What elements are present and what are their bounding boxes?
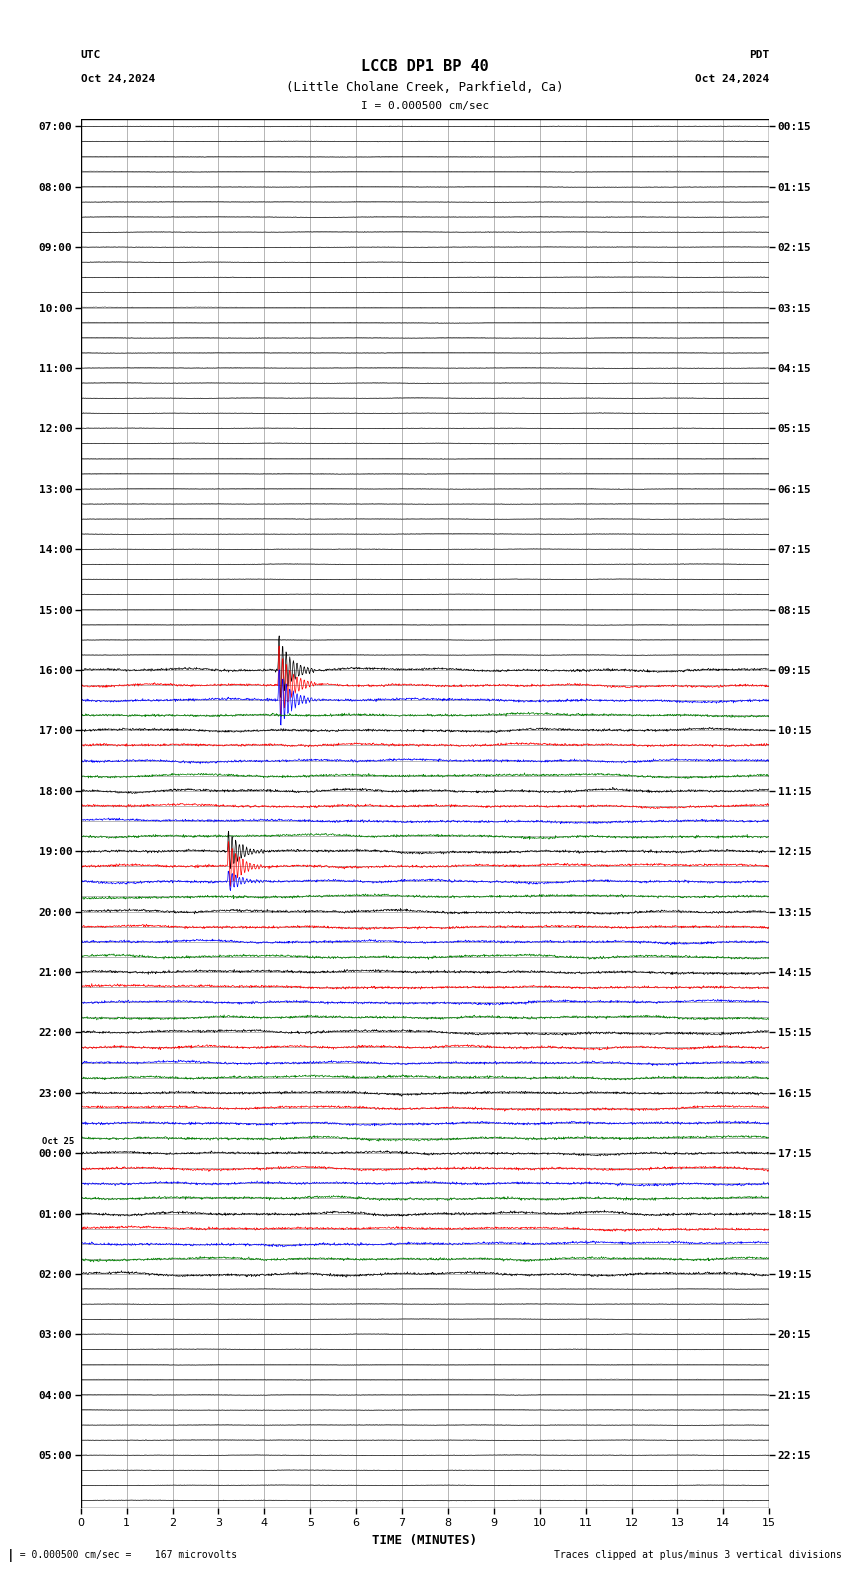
Text: UTC: UTC [81, 51, 101, 60]
Text: PDT: PDT [749, 51, 769, 60]
Text: Traces clipped at plus/minus 3 vertical divisions: Traces clipped at plus/minus 3 vertical … [553, 1551, 842, 1560]
Text: Oct 24,2024: Oct 24,2024 [695, 74, 769, 84]
Text: Oct 24,2024: Oct 24,2024 [81, 74, 155, 84]
Text: I = 0.000500 cm/sec: I = 0.000500 cm/sec [361, 101, 489, 111]
Text: Oct 25: Oct 25 [42, 1137, 74, 1145]
Text: LCCB DP1 BP 40: LCCB DP1 BP 40 [361, 59, 489, 74]
Text: (Little Cholane Creek, Parkfield, Ca): (Little Cholane Creek, Parkfield, Ca) [286, 81, 564, 93]
X-axis label: TIME (MINUTES): TIME (MINUTES) [372, 1533, 478, 1548]
Text: = 0.000500 cm/sec =    167 microvolts: = 0.000500 cm/sec = 167 microvolts [8, 1551, 238, 1560]
Text: |: | [7, 1549, 14, 1562]
